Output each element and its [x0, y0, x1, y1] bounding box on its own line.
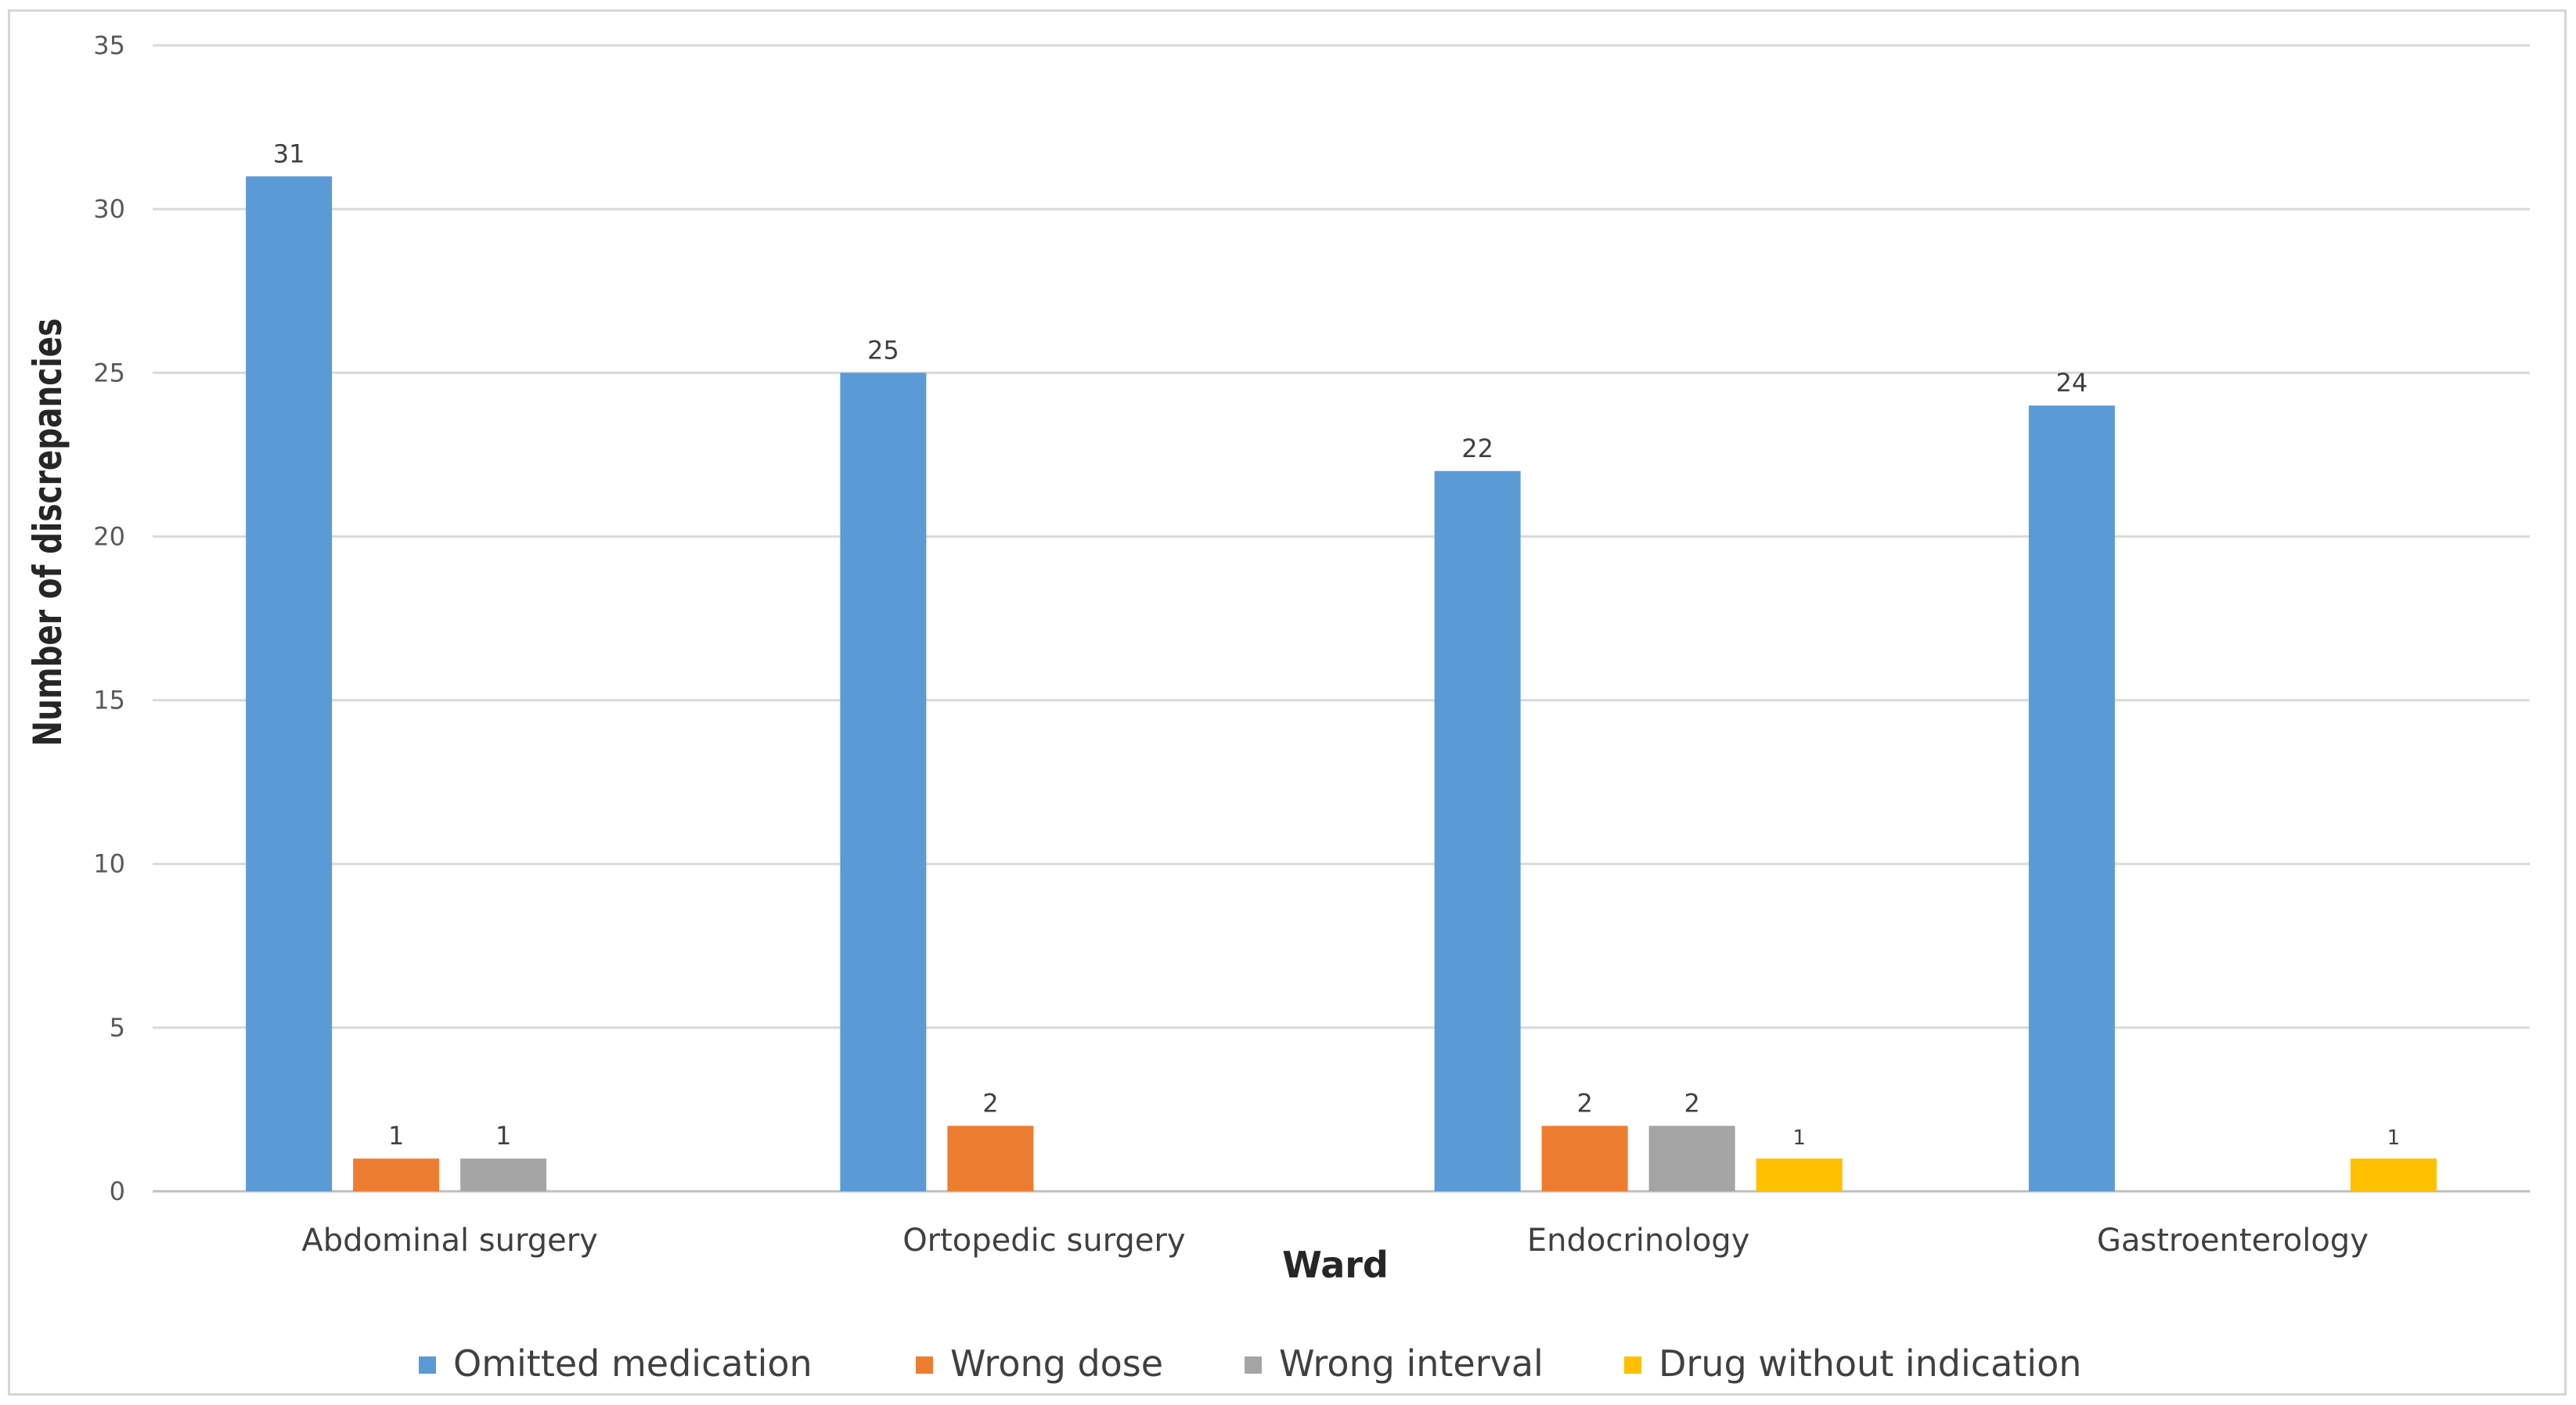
legend-label: Wrong dose	[950, 1342, 1163, 1385]
y-axis-ticks: 0 5 10 15 20 25 30 35	[93, 31, 125, 1206]
bars	[246, 176, 2437, 1192]
y-tick-label: 10	[93, 849, 125, 879]
bar	[1648, 1126, 1735, 1191]
legend-swatch	[1245, 1356, 1262, 1374]
x-category-label: Ortopedic surgery	[903, 1223, 1185, 1259]
data-label: 1	[495, 1121, 511, 1151]
bar	[353, 1158, 440, 1191]
bar	[1756, 1158, 1843, 1191]
bar	[2028, 405, 2115, 1191]
bar	[840, 373, 927, 1192]
legend-swatch	[916, 1356, 933, 1374]
y-tick-label: 5	[110, 1013, 125, 1043]
bar	[460, 1158, 547, 1191]
y-tick-label: 25	[93, 358, 125, 387]
bar	[2350, 1158, 2437, 1191]
data-label: 1	[2387, 1126, 2401, 1150]
data-label: 25	[867, 335, 899, 365]
y-tick-label: 30	[93, 194, 125, 224]
data-label: 2	[1684, 1088, 1699, 1118]
bar	[1434, 470, 1521, 1191]
legend: Omitted medication Wrong dose Wrong interv…	[419, 1342, 2081, 1385]
y-tick-label: 20	[93, 521, 125, 551]
y-axis-title: Number of discrepancies	[24, 319, 70, 747]
data-label: 22	[1461, 434, 1493, 463]
y-tick-label: 15	[93, 686, 125, 715]
bar	[947, 1126, 1034, 1191]
x-category-label: Endocrinology	[1527, 1223, 1750, 1259]
y-tick-label: 35	[93, 31, 125, 60]
x-category-label: Gastroenterology	[2097, 1223, 2369, 1259]
data-label: 1	[1792, 1126, 1806, 1150]
legend-swatch	[1624, 1356, 1641, 1374]
data-label: 2	[1576, 1088, 1592, 1118]
legend-label: Omitted medication	[453, 1342, 812, 1385]
x-category-label: Abdominal surgery	[301, 1223, 597, 1259]
data-label: 2	[982, 1088, 998, 1118]
y-tick-label: 0	[110, 1176, 125, 1206]
x-axis-categories: Abdominal surgery Ortopedic surgery Endocr…	[301, 1223, 2368, 1259]
legend-swatch	[419, 1356, 436, 1374]
x-axis-title: Ward	[1282, 1244, 1389, 1286]
data-label: 24	[2056, 368, 2088, 398]
legend-label: Drug without indication	[1659, 1342, 2081, 1385]
data-label: 31	[273, 139, 305, 168]
gridlines	[153, 44, 2530, 1193]
bar	[1541, 1126, 1628, 1191]
legend-label: Wrong interval	[1279, 1342, 1544, 1385]
bar	[246, 176, 333, 1191]
data-label: 1	[388, 1121, 404, 1151]
